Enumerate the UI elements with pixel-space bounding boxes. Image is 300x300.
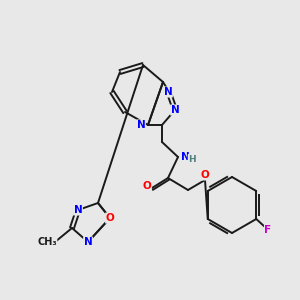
Text: F: F [264,225,272,235]
Text: CH₃: CH₃ [37,237,57,247]
Text: N: N [164,87,172,97]
Text: N: N [84,237,92,247]
Text: N: N [74,205,82,215]
Text: O: O [201,170,209,180]
Text: O: O [142,181,152,191]
Text: H: H [188,154,196,164]
Text: O: O [106,213,114,223]
Text: N: N [171,105,179,115]
Text: N: N [136,120,146,130]
Text: N: N [181,152,189,162]
